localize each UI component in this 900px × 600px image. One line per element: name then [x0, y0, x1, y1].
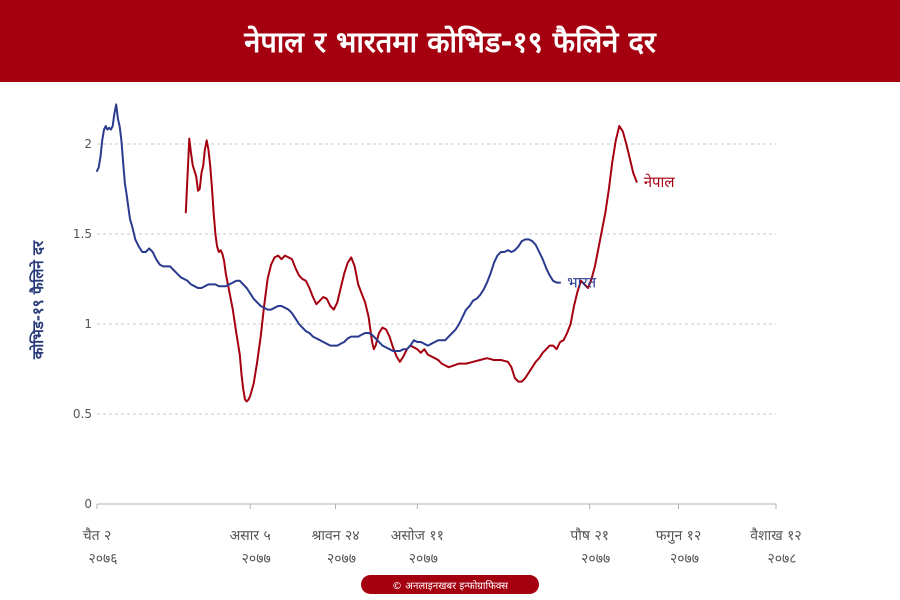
x-tick-label: चैत २ २०७६	[83, 527, 118, 567]
series-line-india	[96, 103, 562, 352]
credit-badge: © अनलाइनखबर इन्फोग्राफिक्स	[361, 575, 539, 594]
y-tick-label: 2	[84, 137, 92, 151]
chart-title: नेपाल र भारतमा कोभिड-१९ फैलिने दर	[244, 24, 656, 59]
x-tick-label: पौष २१ २०७७	[570, 527, 610, 567]
x-tick-label: असार ५ २०७७	[230, 528, 271, 567]
series-label-india: भारत	[567, 274, 597, 292]
x-tick-label: फगुन १२ २०७७	[656, 528, 701, 567]
y-tick-label: 1	[84, 317, 92, 331]
series-label-nepal: नेपाल	[644, 173, 676, 191]
x-tick-label: श्रावन २४ २०७७	[311, 528, 359, 567]
title-bar: नेपाल र भारतमा कोभिड-१९ फैलिने दर	[0, 0, 900, 82]
y-tick-label: 1.5	[73, 227, 92, 241]
y-tick-label: 0.5	[73, 407, 92, 421]
y-tick-label: 0	[84, 497, 92, 511]
x-tick-label: असोज ११ २०७७	[391, 527, 444, 567]
x-tick-label: वैशाख १२ २०७८	[750, 527, 801, 567]
series-line-nepal	[184, 125, 638, 403]
